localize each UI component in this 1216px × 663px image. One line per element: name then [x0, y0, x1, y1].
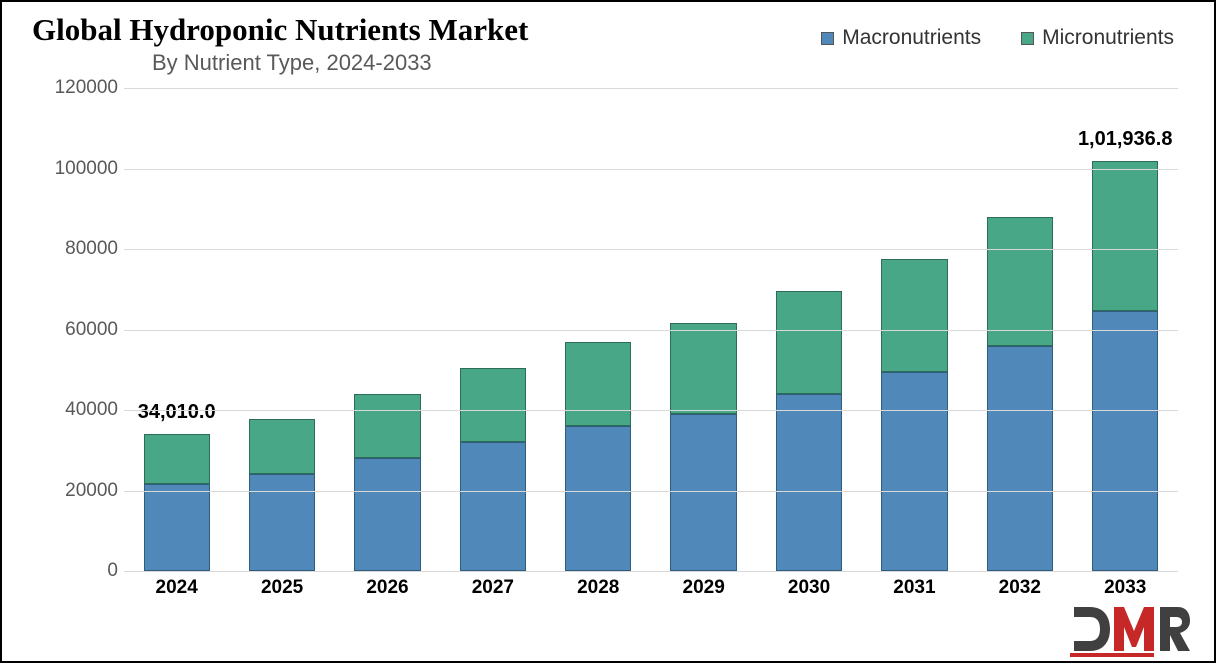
bar-group [972, 217, 1067, 571]
dmr-logo [1070, 601, 1190, 657]
bar-segment-macronutrients [144, 484, 210, 571]
bar-segment-micronutrients [1092, 161, 1158, 312]
bar-stack [670, 323, 736, 571]
bar-group: 1,01,936.8 [1078, 161, 1173, 571]
chart-subtitle: By Nutrient Type, 2024-2033 [152, 50, 821, 76]
x-tick-label: 2025 [235, 577, 330, 607]
y-tick-label: 60000 [38, 319, 118, 341]
bar-stack [144, 434, 210, 571]
y-tick-label: 120000 [38, 77, 118, 99]
bar-group: 34,010.0 [129, 434, 224, 571]
title-block: Global Hydroponic Nutrients Market By Nu… [12, 8, 821, 76]
bar-segment-micronutrients [249, 419, 315, 475]
bar-segment-macronutrients [354, 458, 420, 571]
x-tick-label: 2026 [340, 577, 435, 607]
x-tick-label: 2032 [972, 577, 1067, 607]
x-tick-label: 2029 [656, 577, 751, 607]
gridline [124, 571, 1178, 572]
bar-group [762, 291, 857, 571]
bar-segment-micronutrients [354, 394, 420, 458]
legend-item: Macronutrients [821, 26, 981, 50]
bar-segment-macronutrients [249, 474, 315, 571]
logo-m-icon [1114, 607, 1154, 651]
x-axis-labels: 2024202520262027202820292030203120322033 [124, 577, 1178, 607]
bar-group [235, 419, 330, 571]
bar-stack [354, 394, 420, 571]
bar-stack [776, 291, 842, 571]
bar-stack [565, 342, 631, 571]
gridline [124, 249, 1178, 250]
bar-segment-macronutrients [460, 442, 526, 571]
bar-segment-macronutrients [987, 346, 1053, 571]
bar-segment-micronutrients [144, 434, 210, 484]
bar-group [656, 323, 751, 571]
legend-swatch [821, 32, 834, 45]
header-row: Global Hydroponic Nutrients Market By Nu… [12, 8, 1204, 76]
gridline [124, 491, 1178, 492]
bar-segment-micronutrients [460, 368, 526, 442]
bar-segment-macronutrients [776, 394, 842, 571]
x-tick-label: 2024 [129, 577, 224, 607]
bar-data-label: 34,010.0 [138, 401, 216, 424]
logo-d-icon [1074, 607, 1110, 651]
y-tick-label: 0 [38, 560, 118, 582]
legend-swatch [1021, 32, 1034, 45]
bar-stack [1092, 161, 1158, 571]
logo-r-icon [1160, 607, 1190, 651]
bar-stack [987, 217, 1053, 571]
bar-group [867, 259, 962, 571]
chart-title: Global Hydroponic Nutrients Market [32, 8, 821, 48]
bar-segment-micronutrients [565, 342, 631, 427]
bar-stack [460, 368, 526, 571]
y-tick-label: 100000 [38, 158, 118, 180]
figure-container: Global Hydroponic Nutrients Market By Nu… [0, 0, 1216, 663]
x-tick-label: 2031 [867, 577, 962, 607]
gridline [124, 330, 1178, 331]
y-tick-label: 40000 [38, 399, 118, 421]
bar-segment-macronutrients [565, 426, 631, 571]
bar-segment-micronutrients [987, 217, 1053, 346]
chart-area: 34,010.0 1,01,936.8 2024 2025 2026 2027 2028 2… [38, 88, 1190, 607]
bar-group [445, 368, 540, 571]
bar-segment-micronutrients [881, 259, 947, 372]
x-tick-label: 2027 [445, 577, 540, 607]
legend-label: Micronutrients [1042, 26, 1174, 50]
bar-segment-micronutrients [776, 291, 842, 394]
bar-segment-micronutrients [670, 323, 736, 414]
bar-data-label: 1,01,936.8 [1078, 128, 1173, 151]
bar-group [551, 342, 646, 571]
legend: Macronutrients Micronutrients [821, 8, 1204, 50]
logo-underline [1070, 653, 1154, 657]
bar-segment-macronutrients [1092, 311, 1158, 571]
y-tick-label: 80000 [38, 238, 118, 260]
bar-segment-macronutrients [670, 414, 736, 571]
legend-label: Macronutrients [842, 26, 981, 50]
bar-stack [881, 259, 947, 571]
bar-segment-macronutrients [881, 372, 947, 571]
gridline [124, 88, 1178, 89]
bar-group [340, 394, 435, 571]
legend-item: Micronutrients [1021, 26, 1174, 50]
bar-stack [249, 419, 315, 571]
x-tick-label: 2030 [762, 577, 857, 607]
x-tick-label: 2028 [551, 577, 646, 607]
y-tick-label: 20000 [38, 480, 118, 502]
gridline [124, 410, 1178, 411]
gridline [124, 169, 1178, 170]
